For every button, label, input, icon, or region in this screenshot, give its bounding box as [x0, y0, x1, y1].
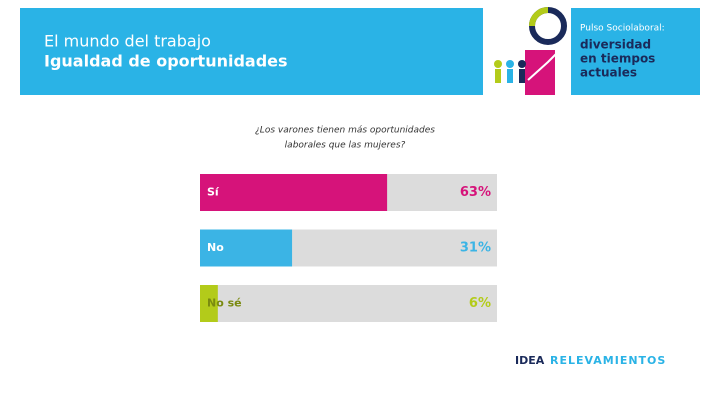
bar	[200, 174, 388, 211]
category-label: No	[207, 241, 224, 254]
value-label: 31%	[460, 241, 491, 256]
banner-subtitle: Igualdad de oportunidades	[44, 52, 288, 71]
question: ¿Los varones tienen más oportunidades	[255, 126, 435, 136]
brand-line: diversidad	[580, 38, 651, 52]
bar	[200, 229, 293, 267]
bar-track	[200, 285, 497, 322]
category-label: Sí	[207, 186, 220, 199]
footer-logo: IDEA	[515, 354, 545, 367]
question: laborales que las mujeres?	[285, 141, 406, 151]
banner	[20, 8, 700, 95]
brand-kicker: Pulso Sociolaboral:	[580, 24, 665, 34]
value-label: 63%	[460, 185, 491, 200]
brand-line: actuales	[580, 66, 637, 80]
footer-logo-text: RELEVAMIENTOS	[550, 354, 666, 367]
banner-title: El mundo del trabajo	[44, 32, 211, 51]
bar	[200, 285, 218, 322]
brand-line: en tiempos	[580, 52, 655, 66]
category-label: No sé	[207, 297, 242, 310]
value-label: 6%	[469, 296, 491, 311]
brand-logo	[483, 7, 571, 95]
